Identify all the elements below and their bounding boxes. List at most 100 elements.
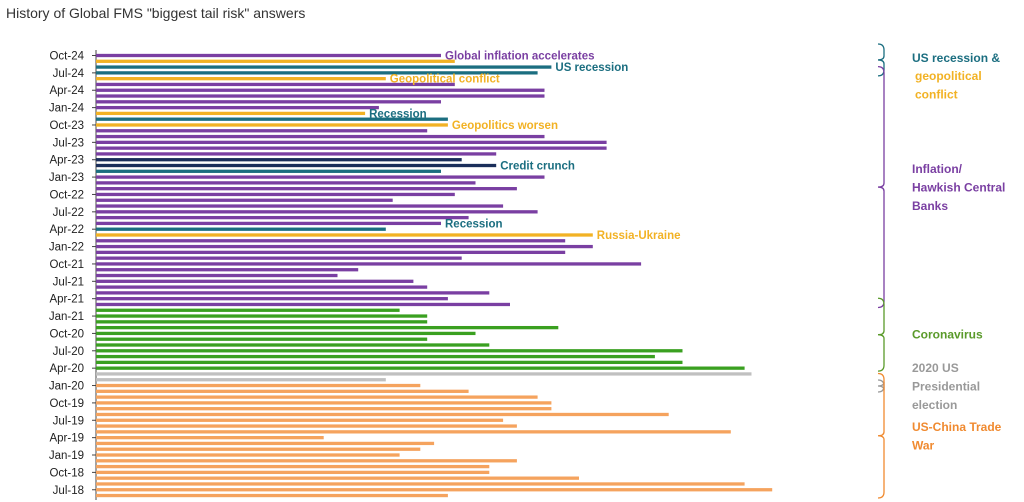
y-tick-label: Apr-24 [49, 85, 84, 97]
bar [96, 210, 538, 214]
bar [96, 453, 400, 457]
bar [96, 360, 683, 365]
group-label: US-China Trade [912, 420, 1002, 434]
bar [96, 447, 421, 451]
bar [96, 140, 607, 144]
bar [96, 233, 593, 237]
y-tick-label: Oct-18 [49, 467, 84, 479]
annotation-label: US recession [555, 62, 628, 74]
bar [96, 204, 504, 208]
y-tick-label: Jul-21 [53, 276, 84, 288]
bar [96, 123, 448, 127]
bar [96, 227, 386, 231]
bar [96, 441, 435, 446]
group-label: conflict [915, 88, 958, 102]
bar [96, 297, 448, 301]
bar [96, 366, 745, 370]
bar [96, 273, 338, 278]
bar [96, 77, 386, 81]
y-tick-label: Apr-22 [49, 224, 84, 236]
y-tick-label: Oct-21 [49, 259, 84, 271]
bar [96, 470, 490, 475]
y-tick-label: Apr-21 [49, 294, 84, 306]
bar [96, 314, 428, 318]
bar [96, 53, 441, 58]
group-label: War [912, 438, 935, 452]
y-tick-label: Jan-19 [49, 450, 84, 462]
bar [96, 354, 655, 359]
bar [96, 256, 462, 260]
bar [96, 94, 545, 98]
y-tick-label: Oct-19 [49, 398, 84, 410]
bar [96, 198, 393, 202]
bar [96, 117, 448, 121]
bar [96, 88, 545, 92]
bar [96, 268, 359, 272]
bar [96, 412, 669, 417]
group-brace [877, 297, 885, 372]
group-label: Hawkish Central [912, 181, 1005, 195]
group-label: Banks [912, 199, 948, 213]
y-tick-label: Jan-20 [49, 381, 84, 393]
bar [96, 187, 517, 191]
bar [96, 482, 745, 486]
y-tick-label: Apr-23 [49, 155, 84, 167]
bar [96, 331, 476, 336]
bar [96, 100, 441, 104]
annotation-label: Global inflation accelerates [445, 51, 595, 63]
bar [96, 181, 476, 185]
group-brace [877, 372, 885, 499]
group-label: 2020 US [912, 361, 959, 375]
bar [96, 407, 552, 411]
bar [96, 215, 469, 220]
bar [96, 459, 517, 463]
bar [96, 262, 642, 266]
y-tick-label: Jul-19 [53, 415, 84, 427]
bar [96, 302, 510, 307]
bar [96, 146, 607, 150]
bar [96, 71, 538, 75]
y-tick-label: Oct-24 [49, 51, 84, 63]
bar [96, 134, 545, 139]
bar [96, 129, 428, 133]
bar [96, 493, 448, 498]
y-tick-label: Jan-22 [49, 242, 84, 254]
bar [96, 152, 497, 156]
bar [96, 285, 428, 289]
bar [96, 488, 773, 492]
bar [96, 111, 366, 116]
group-brace [877, 379, 885, 393]
y-tick-label: Jul-24 [53, 68, 85, 80]
y-tick-label: Apr-19 [49, 433, 84, 445]
group-label: Presidential [912, 380, 980, 394]
bar [96, 325, 559, 330]
annotation-label: Recession [369, 108, 427, 120]
group-label: election [912, 398, 957, 412]
group-label: Coronavirus [912, 328, 983, 342]
bar [96, 169, 441, 173]
group-brace [877, 43, 885, 77]
bar [96, 476, 579, 480]
y-tick-label: Oct-22 [49, 189, 84, 201]
group-label: Inflation/ [912, 162, 963, 176]
bar [96, 308, 400, 312]
bar [96, 239, 566, 243]
bar [96, 418, 504, 422]
bar [96, 158, 462, 162]
group-label: US recession & [912, 51, 1000, 65]
bar [96, 395, 538, 399]
y-tick-label: Jul-20 [53, 346, 84, 358]
annotation-label: Russia-Ukraine [597, 230, 681, 242]
bar [96, 105, 379, 110]
annotation-label: Recession [445, 218, 503, 230]
y-tick-label: Jul-18 [53, 485, 84, 497]
y-tick-label: Jan-21 [49, 311, 84, 323]
bar [96, 464, 490, 469]
y-tick-label: Oct-20 [49, 328, 84, 340]
bar [96, 378, 386, 382]
bar [96, 383, 421, 388]
bar [96, 435, 324, 440]
chart-title: History of Global FMS "biggest tail risk… [6, 5, 306, 21]
bar [96, 320, 428, 324]
bar [96, 192, 455, 197]
